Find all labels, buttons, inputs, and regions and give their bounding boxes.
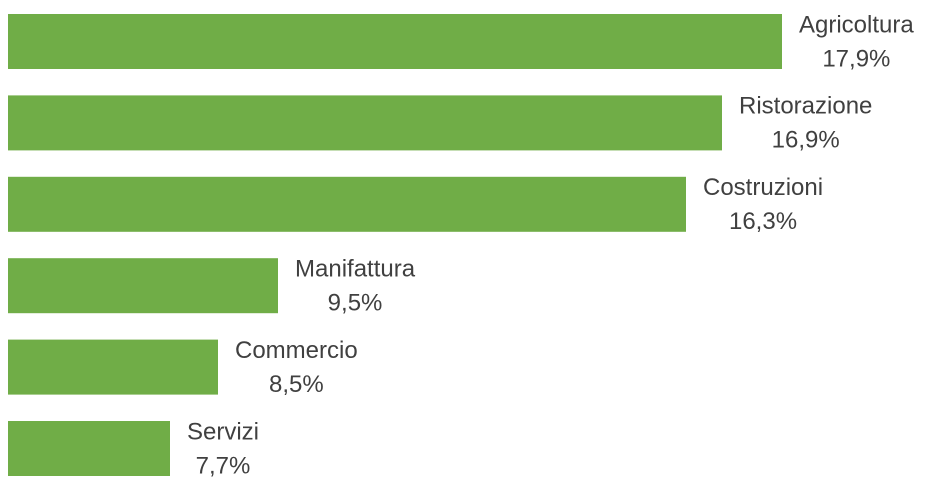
bar (8, 95, 722, 151)
value-label: 16,9% (772, 127, 840, 154)
category-label: Costruzioni (703, 174, 823, 201)
bar (8, 176, 686, 232)
value-label: 8,5% (269, 371, 324, 398)
category-label: Servizi (187, 418, 259, 445)
bar (8, 14, 782, 69)
bar (8, 421, 170, 476)
category-label: Ristorazione (739, 93, 872, 120)
value-label: 7,7% (196, 452, 251, 477)
category-label: Agricoltura (799, 11, 914, 38)
bar (8, 339, 218, 395)
bar (8, 258, 278, 314)
value-label: 9,5% (328, 290, 383, 317)
category-label: Manifattura (295, 256, 416, 283)
value-label: 17,9% (822, 45, 890, 72)
category-label: Commercio (235, 337, 358, 364)
value-label: 16,3% (729, 208, 797, 235)
